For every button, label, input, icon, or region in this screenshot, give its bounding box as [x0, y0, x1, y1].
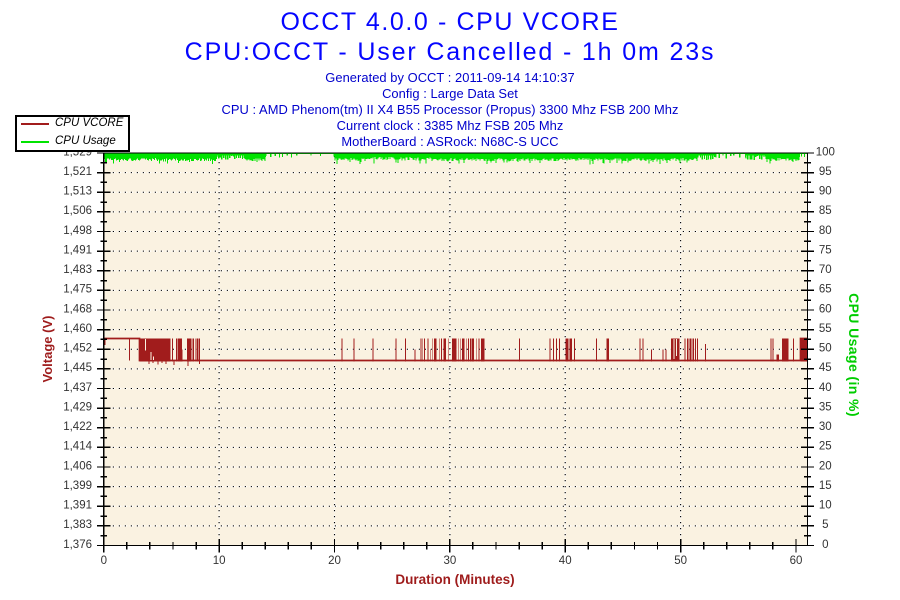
svg-text:75: 75: [819, 244, 832, 256]
svg-text:5: 5: [822, 519, 828, 531]
svg-text:1,383: 1,383: [63, 519, 92, 531]
svg-text:1,498: 1,498: [63, 225, 92, 237]
svg-text:90: 90: [819, 186, 832, 198]
svg-text:CPU Usage (in %): CPU Usage (in %): [846, 293, 862, 417]
svg-text:1,460: 1,460: [63, 323, 92, 335]
svg-text:1,513: 1,513: [63, 186, 92, 198]
svg-text:100: 100: [816, 146, 835, 158]
svg-text:60: 60: [819, 303, 832, 315]
svg-text:30: 30: [444, 555, 457, 567]
svg-text:1,468: 1,468: [63, 303, 92, 315]
svg-text:35: 35: [819, 401, 832, 413]
svg-text:1,391: 1,391: [63, 500, 92, 512]
svg-text:10: 10: [213, 555, 226, 567]
svg-text:0: 0: [822, 539, 828, 551]
svg-text:1,429: 1,429: [63, 401, 92, 413]
svg-text:1,452: 1,452: [63, 343, 92, 355]
svg-text:0: 0: [101, 555, 107, 567]
svg-text:10: 10: [819, 500, 832, 512]
svg-text:1,414: 1,414: [63, 441, 92, 453]
svg-text:20: 20: [819, 460, 832, 472]
svg-text:55: 55: [819, 323, 832, 335]
svg-text:1,506: 1,506: [63, 205, 92, 217]
svg-text:1,521: 1,521: [63, 166, 92, 178]
svg-text:20: 20: [328, 555, 341, 567]
svg-text:65: 65: [819, 284, 832, 296]
svg-text:70: 70: [819, 264, 832, 276]
svg-text:Voltage (V): Voltage (V): [40, 316, 55, 383]
svg-text:85: 85: [819, 205, 832, 217]
svg-text:40: 40: [819, 382, 832, 394]
svg-text:Duration (Minutes): Duration (Minutes): [395, 572, 514, 587]
svg-text:50: 50: [819, 343, 832, 355]
svg-text:1,406: 1,406: [63, 460, 92, 472]
svg-text:1,422: 1,422: [63, 421, 92, 433]
svg-text:60: 60: [790, 555, 803, 567]
svg-text:1,376: 1,376: [63, 539, 92, 551]
svg-text:1,475: 1,475: [63, 284, 92, 296]
svg-text:30: 30: [819, 421, 832, 433]
svg-text:1,445: 1,445: [63, 362, 92, 374]
svg-text:95: 95: [819, 166, 832, 178]
svg-text:45: 45: [819, 362, 832, 374]
svg-text:1,491: 1,491: [63, 244, 92, 256]
svg-text:40: 40: [559, 555, 572, 567]
svg-text:25: 25: [819, 441, 832, 453]
svg-text:15: 15: [819, 480, 832, 492]
svg-text:50: 50: [674, 555, 687, 567]
svg-text:80: 80: [819, 225, 832, 237]
svg-text:1,437: 1,437: [63, 382, 92, 394]
svg-text:1,399: 1,399: [63, 480, 92, 492]
svg-text:1,483: 1,483: [63, 264, 92, 276]
